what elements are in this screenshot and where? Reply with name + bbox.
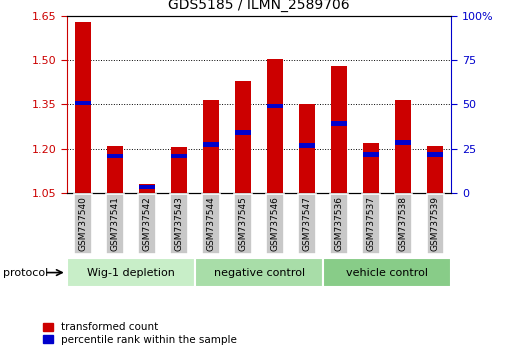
Bar (394, 194, 412, 253)
Text: GSM737539: GSM737539 (431, 196, 440, 251)
Bar (363, 143, 379, 193)
Bar (171, 154, 187, 158)
Bar (267, 103, 283, 108)
Text: GSM737542: GSM737542 (142, 196, 151, 251)
Text: negative control: negative control (213, 268, 305, 278)
Bar (107, 154, 123, 158)
Bar (427, 194, 444, 253)
Bar (171, 147, 187, 193)
Text: GSM737538: GSM737538 (399, 196, 408, 251)
Legend: transformed count, percentile rank within the sample: transformed count, percentile rank withi… (41, 320, 239, 347)
Bar (106, 194, 124, 253)
Bar (396, 141, 411, 145)
Bar (203, 142, 219, 147)
Bar (299, 194, 316, 253)
Text: GSM737547: GSM737547 (303, 196, 312, 251)
Bar (323, 258, 451, 287)
Bar (330, 194, 348, 253)
Bar (235, 81, 251, 193)
Text: GSM737537: GSM737537 (367, 196, 376, 251)
Text: GSM737546: GSM737546 (270, 196, 280, 251)
Bar (202, 194, 220, 253)
Text: GSM737541: GSM737541 (110, 196, 120, 251)
Bar (75, 101, 91, 105)
Bar (234, 194, 252, 253)
Bar (67, 258, 195, 287)
Text: GSM737545: GSM737545 (239, 196, 248, 251)
Bar (138, 194, 155, 253)
Bar (203, 100, 219, 193)
Text: GSM737543: GSM737543 (174, 196, 184, 251)
Bar (170, 194, 188, 253)
Text: protocol: protocol (3, 268, 48, 278)
Title: GDS5185 / ILMN_2589706: GDS5185 / ILMN_2589706 (168, 0, 350, 12)
Bar (139, 185, 155, 189)
Bar (74, 194, 91, 253)
Bar (299, 143, 315, 148)
Bar (363, 194, 380, 253)
Bar (331, 121, 347, 126)
Bar (427, 146, 443, 193)
Bar (299, 104, 315, 193)
Text: GSM737544: GSM737544 (206, 196, 215, 251)
Bar (139, 184, 155, 193)
Bar (267, 59, 283, 193)
Bar (75, 22, 91, 193)
Text: GSM737540: GSM737540 (78, 196, 87, 251)
Bar (331, 66, 347, 193)
Bar (396, 100, 411, 193)
Text: Wig-1 depletion: Wig-1 depletion (87, 268, 175, 278)
Text: vehicle control: vehicle control (346, 268, 428, 278)
Bar (107, 146, 123, 193)
Bar (363, 152, 379, 157)
Bar (195, 258, 323, 287)
Text: GSM737536: GSM737536 (334, 196, 344, 251)
Bar (266, 194, 284, 253)
Bar (427, 152, 443, 157)
Bar (235, 130, 251, 135)
